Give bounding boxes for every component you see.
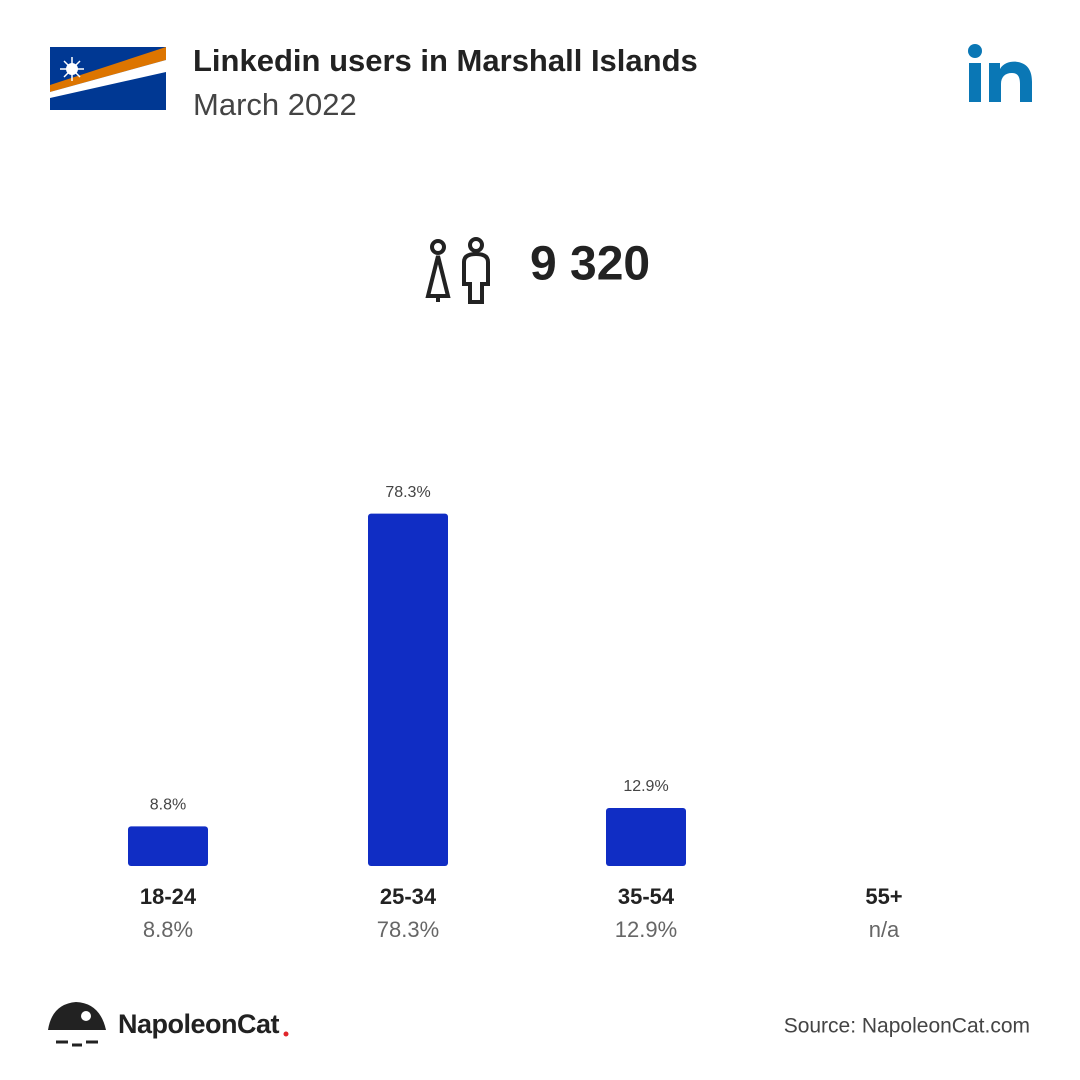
category-value: 78.3%	[377, 917, 439, 942]
napoleoncat-logo	[48, 1002, 106, 1047]
bar	[368, 513, 448, 866]
subtitle: March 2022	[193, 87, 357, 122]
brand-dot	[283, 1031, 289, 1037]
flag	[50, 47, 166, 110]
bar	[606, 807, 686, 866]
source: Source: NapoleonCat.com	[784, 1015, 1030, 1038]
category-label: 35-54	[618, 884, 675, 909]
bar-value-label: 12.9%	[623, 778, 668, 795]
bar-value-label: 8.8%	[150, 797, 186, 814]
category-label: 55+	[865, 884, 902, 909]
category-value: 8.8%	[143, 917, 193, 942]
total-users: 9 320	[530, 238, 650, 291]
category-label: 25-34	[380, 884, 437, 909]
category-value: n/a	[869, 917, 900, 942]
bar	[128, 826, 208, 866]
bar-value-label: 78.3%	[385, 484, 430, 501]
users-icon	[425, 237, 490, 304]
title: Linkedin users in Marshall Islands	[193, 43, 698, 78]
brand: NapoleonCat	[118, 1009, 280, 1039]
category-label: 18-24	[140, 884, 197, 909]
category-value: 12.9%	[615, 917, 677, 942]
linkedin-logo	[968, 44, 1032, 102]
